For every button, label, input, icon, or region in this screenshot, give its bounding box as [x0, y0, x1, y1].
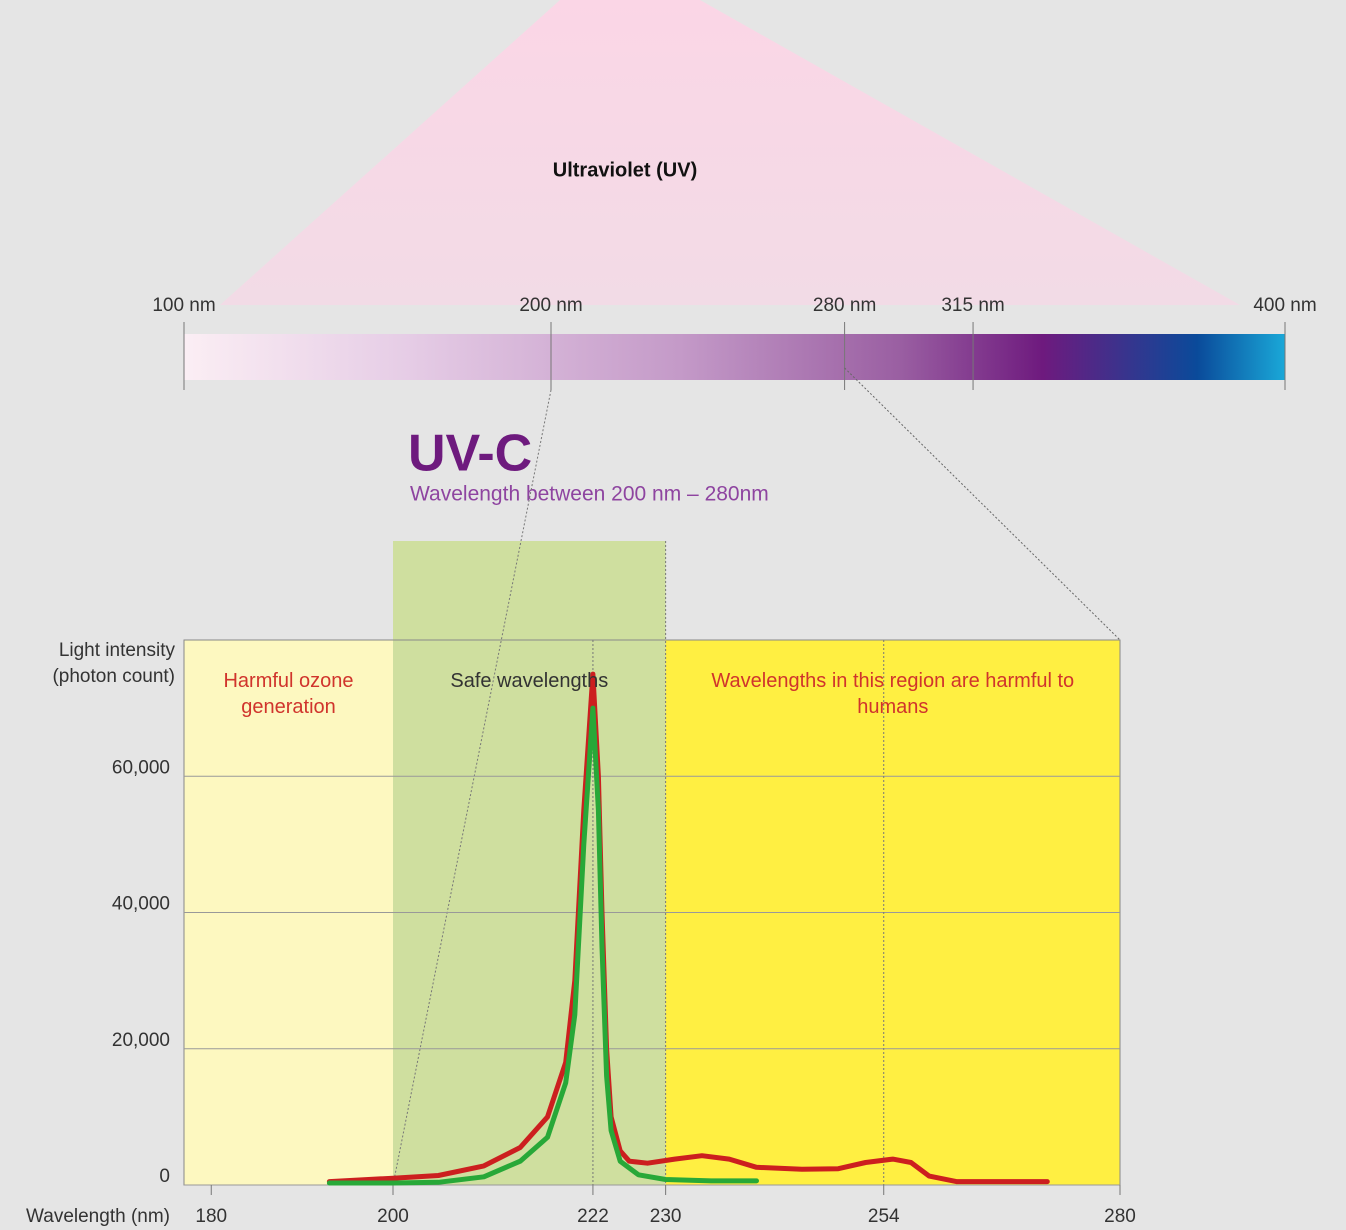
uv-triangle: [220, 0, 1240, 305]
spectrum-tick-label: 315 nm: [941, 295, 1004, 316]
series-line: [326, 671, 1050, 1185]
spectrum-tick-label: 100 nm: [152, 295, 215, 316]
region-label: Harmful ozone generation: [223, 670, 354, 718]
x-tick-label: 200: [377, 1206, 409, 1227]
series-line: [326, 705, 759, 1186]
x-tick-label: 180: [195, 1206, 227, 1227]
region-label: Wavelengths in this region are harmful t…: [711, 670, 1075, 718]
uvc-title: UV-C: [408, 425, 532, 483]
y-tick-label: 0: [159, 1166, 170, 1187]
region-label: Safe wavelengths: [450, 670, 609, 692]
x-tick-label: 280: [1104, 1206, 1136, 1227]
spectrum-tick-label: 200 nm: [519, 295, 582, 316]
y-tick-label: 20,000: [112, 1030, 170, 1051]
x-tick-label: 230: [650, 1206, 682, 1227]
x-tick-label: 254: [868, 1206, 900, 1227]
connector: [844, 367, 1121, 641]
y-axis-label: Light intensity (photon count): [52, 640, 175, 687]
spectrum-title: Ultraviolet (UV): [553, 159, 697, 181]
y-tick-label: 40,000: [112, 894, 170, 915]
spectrum-bar: [184, 334, 1285, 380]
y-tick-label: 60,000: [112, 757, 170, 778]
spectrum-tick-label: 280 nm: [813, 295, 876, 316]
spectrum-tick-label: 400 nm: [1253, 295, 1316, 316]
region: [393, 541, 666, 1185]
connector: [392, 389, 552, 1186]
x-axis-label: Wavelength (nm): [26, 1206, 170, 1227]
x-tick-label: 222: [577, 1206, 609, 1227]
uvc-subtitle: Wavelength between 200 nm – 280nm: [410, 483, 769, 506]
